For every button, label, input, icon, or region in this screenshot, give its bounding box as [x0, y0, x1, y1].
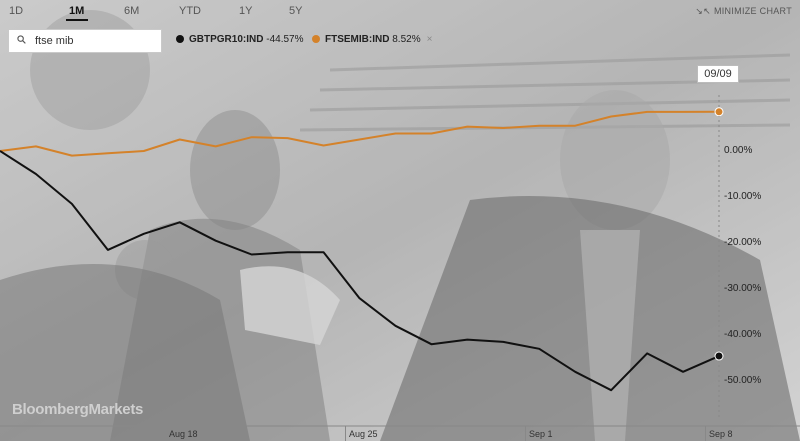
- search-box: [8, 29, 162, 53]
- x-tick-label: Sep 8: [709, 429, 733, 439]
- y-tick-label: 0.00%: [724, 145, 753, 156]
- legend-change: -44.57%: [266, 34, 304, 45]
- minimize-chart-button[interactable]: ↘↖ MINIMIZE CHART: [695, 6, 792, 17]
- legend-item-gbtpgr10[interactable]: GBTPGR10:IND -44.57%: [176, 34, 303, 45]
- tab-1m[interactable]: 1M: [69, 5, 85, 17]
- search-input[interactable]: [33, 32, 157, 50]
- x-tick-label: Aug 18: [169, 429, 198, 439]
- legend-item-ftsemib[interactable]: FTSEMIB:IND 8.52% ×: [312, 34, 432, 45]
- y-tick-label: -30.00%: [724, 283, 762, 294]
- series-dot-icon: [176, 35, 184, 43]
- x-tick-mark: [345, 426, 346, 441]
- crosshair-date-label: 09/09: [697, 65, 739, 83]
- tab-5y[interactable]: 5Y: [289, 5, 303, 17]
- x-tick-mark: [705, 426, 706, 441]
- series-endpoint-marker[interactable]: [714, 351, 724, 361]
- y-tick-label: -10.00%: [724, 191, 762, 202]
- series-line-ftsemib-ind: [0, 110, 720, 157]
- x-tick-mark: [525, 426, 526, 441]
- tab-1y[interactable]: 1Y: [239, 5, 253, 17]
- legend-ticker: FTSEMIB:IND: [325, 34, 390, 45]
- series-line-gbtpgr10-ind: [0, 150, 720, 392]
- x-tick-label: Sep 1: [529, 429, 553, 439]
- active-tab-indicator: [66, 19, 88, 21]
- brand-watermark: BloombergMarkets: [12, 401, 144, 418]
- tab-6m[interactable]: 6M: [124, 5, 140, 17]
- legend-ticker: GBTPGR10:IND: [189, 34, 264, 45]
- remove-series-icon[interactable]: ×: [426, 34, 433, 45]
- timeframe-tabs: 1D 1M 6M YTD 1Y 5Y ↘↖ MINIMIZE CHART: [0, 0, 800, 22]
- tab-ytd[interactable]: YTD: [179, 5, 201, 17]
- y-tick-label: -50.00%: [724, 375, 762, 386]
- series-endpoint-marker[interactable]: [714, 107, 724, 117]
- minimize-icon: ↘↖: [695, 6, 711, 16]
- tab-1d[interactable]: 1D: [9, 5, 24, 17]
- x-tick-label: Aug 25: [349, 429, 378, 439]
- x-tick-mark: [165, 426, 166, 441]
- search-icon: [17, 35, 26, 44]
- legend-change: 8.52%: [392, 34, 421, 45]
- minimize-label: MINIMIZE CHART: [713, 6, 792, 16]
- series-dot-icon: [312, 35, 320, 43]
- y-tick-label: -40.00%: [724, 329, 762, 340]
- y-tick-label: -20.00%: [724, 237, 762, 248]
